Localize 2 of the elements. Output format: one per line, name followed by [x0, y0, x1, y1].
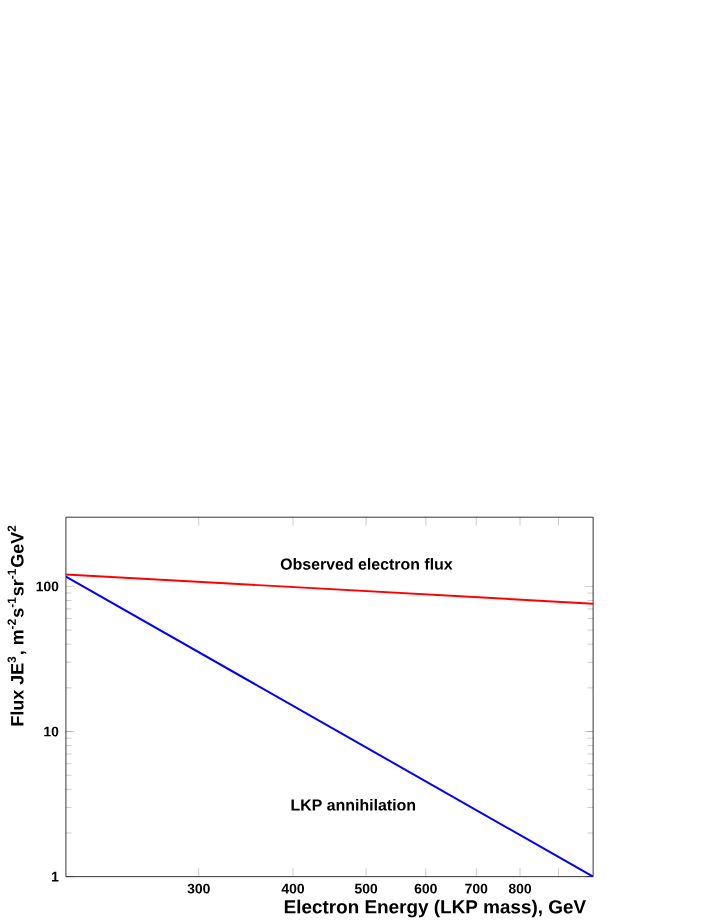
x-axis-title: Electron Energy (LKP mass), GeV — [284, 899, 586, 918]
text: Flux JE$^{3}$, m$^{-2}$s$^{-1}$sr$^{-1}$GeV$^{2}$ — [7, 525, 26, 726]
